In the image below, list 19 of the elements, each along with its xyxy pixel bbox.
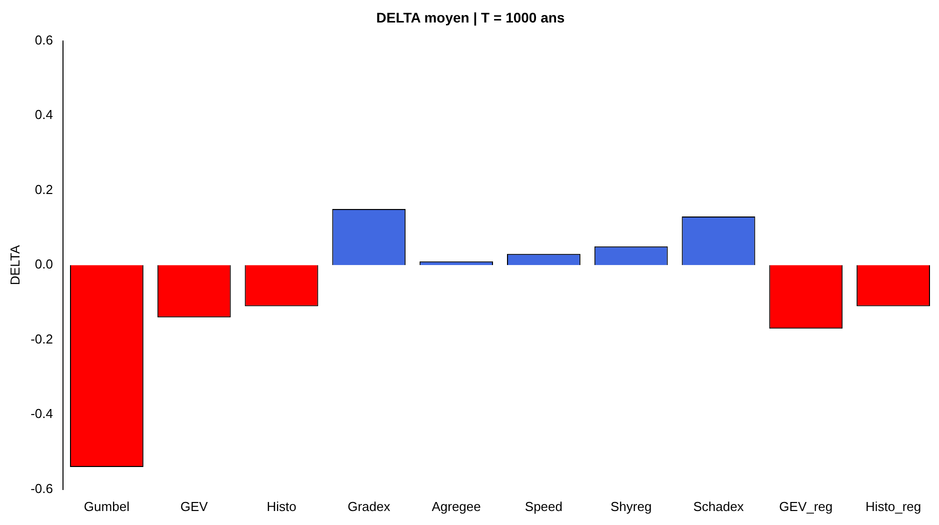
chart-title: DELTA moyen | T = 1000 ans <box>376 9 565 26</box>
y-tick-label: -0.6 <box>30 480 53 496</box>
x-tick-label: GEV_reg <box>779 498 833 514</box>
x-tick-label: Histo_reg <box>865 498 922 514</box>
x-tick-label: GEV <box>180 498 208 514</box>
x-tick-label: Shyreg <box>610 498 652 514</box>
y-tick-label: -0.2 <box>30 331 53 346</box>
x-tick-label: Agregee <box>432 498 481 514</box>
y-tick-label: 0.4 <box>34 107 53 122</box>
x-tick-label: Schadex <box>693 498 744 514</box>
y-tick-label: 0.0 <box>34 256 53 272</box>
y-tick-label: -0.4 <box>30 406 53 422</box>
y-tick-label: 0.6 <box>34 32 53 48</box>
x-tick-label: Gumbel <box>84 498 130 514</box>
y-axis-title: DELTA <box>7 244 22 286</box>
x-tick-label: Histo <box>266 498 296 514</box>
y-tick-label: 0.2 <box>34 182 53 197</box>
x-tick-label: Gradex <box>348 498 391 514</box>
x-tick-label: Speed <box>524 498 562 514</box>
